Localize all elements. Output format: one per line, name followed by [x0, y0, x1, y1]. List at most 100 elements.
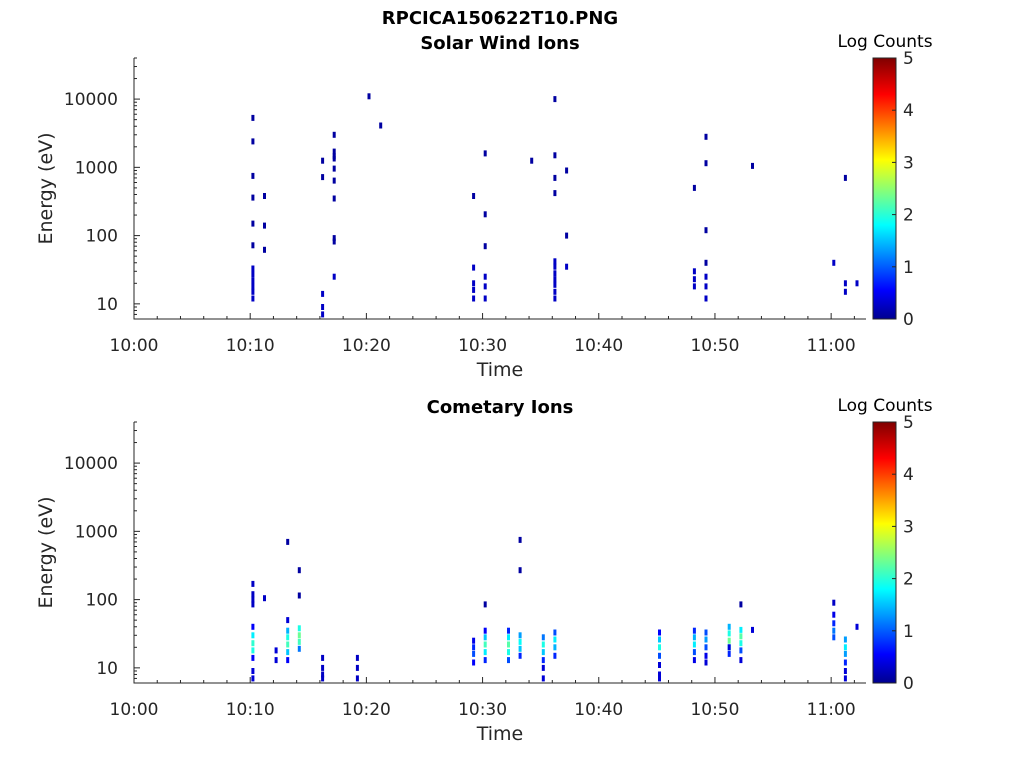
- data-cell: [843, 636, 847, 643]
- data-cell: [518, 652, 522, 659]
- colorbar-tick-label: 4: [903, 465, 914, 485]
- y-tick-label: 10: [96, 659, 118, 679]
- data-cell: [727, 623, 731, 630]
- data-cell: [507, 634, 510, 641]
- data-cell: [472, 295, 476, 302]
- data-cell: [832, 620, 836, 627]
- data-cell: [483, 150, 487, 157]
- colorbar-tick-label: 0: [903, 674, 914, 694]
- data-cell: [704, 133, 708, 140]
- colorbar-tick-label: 1: [903, 258, 914, 278]
- data-cell: [263, 193, 266, 199]
- data-cell: [251, 271, 255, 278]
- data-cell: [518, 536, 522, 543]
- data-cell: [553, 152, 557, 159]
- colorbar-tick-label: 4: [903, 101, 914, 121]
- data-cell: [658, 652, 661, 659]
- data-cell: [692, 268, 696, 275]
- data-cell: [553, 281, 557, 288]
- data-cell: [692, 276, 696, 283]
- data-cell: [541, 657, 545, 664]
- data-cell: [553, 652, 557, 659]
- data-cell: [553, 174, 557, 181]
- colorbar-tick-label: 3: [903, 517, 914, 537]
- data-cell: [321, 174, 325, 181]
- data-cell: [704, 636, 708, 643]
- data-cell: [483, 295, 487, 302]
- data-cell: [739, 633, 743, 640]
- data-cell: [367, 93, 371, 100]
- data-cell: [251, 265, 255, 272]
- data-cell: [332, 131, 336, 138]
- data-cell: [843, 174, 847, 181]
- colorbar-tick-label: 3: [903, 153, 914, 173]
- data-cell: [251, 654, 255, 661]
- data-cell: [251, 295, 255, 302]
- data-cell: [553, 96, 557, 103]
- data-cell: [472, 644, 476, 651]
- data-cell: [727, 630, 731, 637]
- data-cell: [692, 283, 696, 290]
- data-cell: [251, 647, 255, 654]
- colorbar-tick-label: 1: [903, 622, 914, 642]
- colorbar: Log Counts 0 1 2 3 4 5: [837, 396, 932, 694]
- data-cell: [843, 668, 847, 674]
- data-cell: [553, 629, 557, 636]
- data-cell: [553, 190, 557, 197]
- data-cell: [692, 634, 696, 641]
- data-cell: [321, 654, 325, 661]
- data-cell: [297, 638, 301, 645]
- data-cell: [855, 280, 859, 287]
- data-cell: [251, 114, 255, 121]
- data-cell: [251, 220, 255, 227]
- data-cell: [332, 195, 336, 202]
- data-cell: [251, 194, 255, 201]
- data-cell: [739, 626, 743, 633]
- data-cell: [483, 657, 487, 664]
- y-axis-label: Energy (eV): [35, 496, 57, 608]
- data-cell: [704, 160, 708, 167]
- data-cell: [553, 258, 557, 265]
- data-cell: [727, 650, 731, 657]
- data-cell: [321, 664, 325, 671]
- data-cell: [332, 177, 336, 184]
- data-cell: [251, 288, 255, 295]
- colorbar-tick-label: 5: [903, 49, 914, 69]
- data-cell: [286, 634, 290, 641]
- data-cell: [379, 122, 383, 129]
- data-cell: [297, 645, 301, 652]
- figure-title: RPCICA150622T10.PNG: [382, 8, 618, 29]
- x-tick-label: 10:30: [458, 700, 507, 720]
- data-cell: [739, 647, 743, 654]
- data-cell: [286, 641, 290, 648]
- data-cell: [355, 664, 359, 671]
- data-cell: [704, 659, 708, 666]
- x-axis-label: Time: [476, 723, 524, 745]
- colorbar-label: Log Counts: [837, 396, 932, 416]
- data-cell: [472, 650, 476, 657]
- x-tick-label: 10:20: [342, 700, 391, 720]
- data-cell: [832, 634, 836, 641]
- x-tick-label: 11:00: [807, 336, 856, 356]
- data-marks: [251, 93, 859, 318]
- data-cell: [472, 637, 476, 644]
- colorbar-gradient: [872, 57, 897, 320]
- data-cell: [472, 193, 476, 199]
- y-tick-label: 1000: [75, 522, 118, 542]
- data-cell: [704, 629, 708, 636]
- data-cell: [704, 283, 708, 290]
- data-cell: [251, 172, 255, 179]
- data-cell: [658, 662, 661, 668]
- data-cell: [297, 632, 301, 639]
- x-tick-label: 10:40: [574, 700, 623, 720]
- data-cell: [530, 157, 534, 164]
- data-cell: [332, 238, 336, 245]
- data-cell: [518, 567, 522, 574]
- data-cell: [507, 627, 510, 634]
- panel-title: Solar Wind Ions: [420, 33, 579, 54]
- data-cell: [321, 304, 325, 310]
- data-cell: [553, 295, 557, 302]
- data-cell: [739, 657, 743, 664]
- data-cell: [507, 657, 510, 664]
